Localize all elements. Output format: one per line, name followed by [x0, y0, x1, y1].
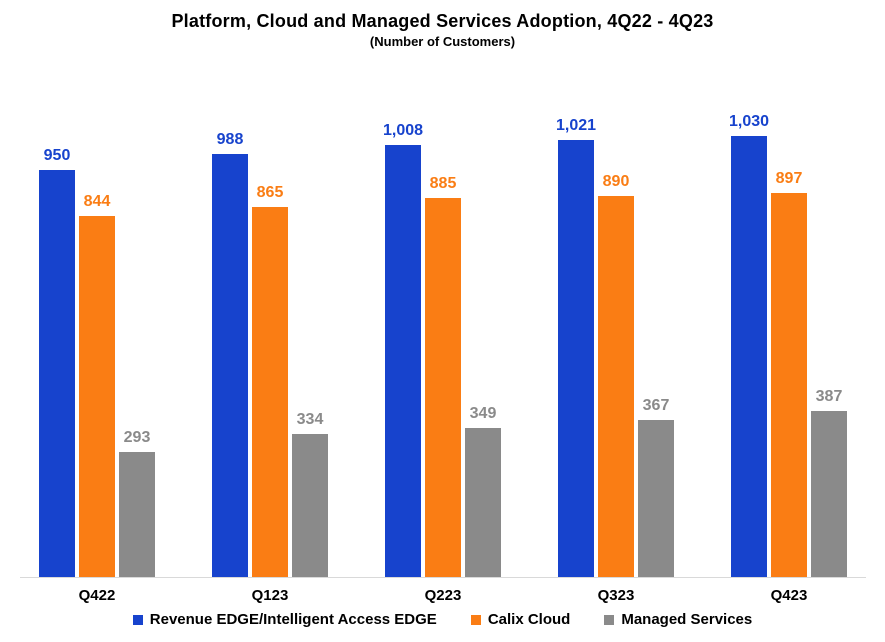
bar-managed-services-q422: [119, 452, 155, 577]
value-label-calix-cloud-q123: 865: [256, 184, 284, 201]
legend: Revenue EDGE/Intelligent Access EDGE Cali…: [0, 611, 885, 628]
x-axis-label-q223: Q223: [424, 587, 462, 604]
bar-col-revenue-edge-intelligent-access-edge-q423: 1,030: [728, 113, 770, 577]
bar-col-revenue-edge-intelligent-access-edge-q223: 1,008: [382, 122, 424, 577]
bar-managed-services-q223: [465, 428, 501, 577]
bar-col-calix-cloud-q123: 865: [252, 185, 288, 577]
legend-label: Managed Services: [621, 611, 753, 628]
bar-col-calix-cloud-q422: 844: [79, 194, 115, 577]
chart-subtitle: (Number of Customers): [369, 34, 516, 49]
bar-col-managed-services-q323: 367: [638, 398, 674, 577]
bar-calix-cloud-q123: [252, 207, 288, 577]
value-label-revenue-edge-intelligent-access-edge-q323: 1,021: [555, 117, 597, 134]
bar-revenue-edge-intelligent-access-edge-q223: [385, 145, 421, 577]
legend-item-managed-services: Managed Services: [604, 611, 752, 628]
bar-group-q423: 1,030 897 387: [728, 113, 847, 577]
bar-revenue-edge-intelligent-access-edge-q123: [212, 154, 248, 577]
bar-col-managed-services-q423: 387: [811, 389, 847, 577]
bar-calix-cloud-q323: [598, 196, 634, 577]
value-label-managed-services-q323: 367: [642, 397, 670, 414]
legend-label: Revenue EDGE/Intelligent Access EDGE: [149, 611, 437, 628]
bar-group-q422: 950 844 293: [39, 148, 155, 577]
x-axis-label-q423: Q423: [770, 587, 808, 604]
bar-calix-cloud-q422: [79, 216, 115, 577]
value-label-revenue-edge-intelligent-access-edge-q422: 950: [43, 147, 71, 164]
value-label-calix-cloud-q423: 897: [775, 170, 803, 187]
value-label-managed-services-q422: 293: [123, 429, 151, 446]
bar-revenue-edge-intelligent-access-edge-q323: [558, 140, 594, 577]
bar-group-q223: 1,008 885 349: [382, 122, 501, 577]
bar-col-calix-cloud-q323: 890: [598, 174, 634, 577]
legend-item-calix-cloud: Calix Cloud: [470, 611, 571, 628]
bar-calix-cloud-q423: [771, 193, 807, 577]
legend-swatch-icon: [604, 614, 615, 625]
x-axis: Q422 Q123 Q223 Q323 Q423: [20, 578, 866, 604]
bar-col-calix-cloud-q223: 885: [425, 176, 461, 577]
bar-col-calix-cloud-q423: 897: [771, 171, 807, 577]
legend-item-revenue-edge-intelligent-access-edge: Revenue EDGE/Intelligent Access EDGE: [132, 611, 437, 628]
bar-managed-services-q423: [811, 411, 847, 577]
x-axis-label-q323: Q323: [597, 587, 635, 604]
value-label-calix-cloud-q323: 890: [602, 173, 630, 190]
bar-managed-services-q323: [638, 420, 674, 577]
plot-area: 950 844 293 988 865 334 1,008 885 349 1,021 890 367…: [20, 106, 866, 578]
bar-group-q123: 988 865 334: [212, 132, 328, 577]
value-label-managed-services-q123: 334: [296, 411, 324, 428]
bar-col-managed-services-q422: 293: [119, 430, 155, 577]
bar-col-managed-services-q123: 334: [292, 412, 328, 577]
bar-col-managed-services-q223: 349: [465, 406, 501, 577]
x-axis-label-q422: Q422: [78, 587, 116, 604]
legend-swatch-icon: [132, 614, 143, 625]
legend-label: Calix Cloud: [487, 611, 571, 628]
value-label-calix-cloud-q223: 885: [429, 175, 457, 192]
value-label-revenue-edge-intelligent-access-edge-q423: 1,030: [728, 113, 770, 130]
value-label-revenue-edge-intelligent-access-edge-q123: 988: [216, 131, 244, 148]
x-axis-label-q123: Q123: [251, 587, 289, 604]
value-label-managed-services-q423: 387: [815, 388, 843, 405]
bar-group-q323: 1,021 890 367: [555, 117, 674, 577]
bar-col-revenue-edge-intelligent-access-edge-q422: 950: [39, 148, 75, 577]
bar-col-revenue-edge-intelligent-access-edge-q323: 1,021: [555, 117, 597, 577]
value-label-managed-services-q223: 349: [469, 405, 497, 422]
bar-calix-cloud-q223: [425, 198, 461, 577]
bar-managed-services-q123: [292, 434, 328, 577]
bar-revenue-edge-intelligent-access-edge-q422: [39, 170, 75, 577]
bar-col-revenue-edge-intelligent-access-edge-q123: 988: [212, 132, 248, 577]
legend-swatch-icon: [470, 614, 481, 625]
chart-title: Platform, Cloud and Managed Services Ado…: [171, 11, 714, 31]
value-label-revenue-edge-intelligent-access-edge-q223: 1,008: [382, 122, 424, 139]
bar-revenue-edge-intelligent-access-edge-q423: [731, 136, 767, 577]
value-label-calix-cloud-q422: 844: [83, 193, 111, 210]
